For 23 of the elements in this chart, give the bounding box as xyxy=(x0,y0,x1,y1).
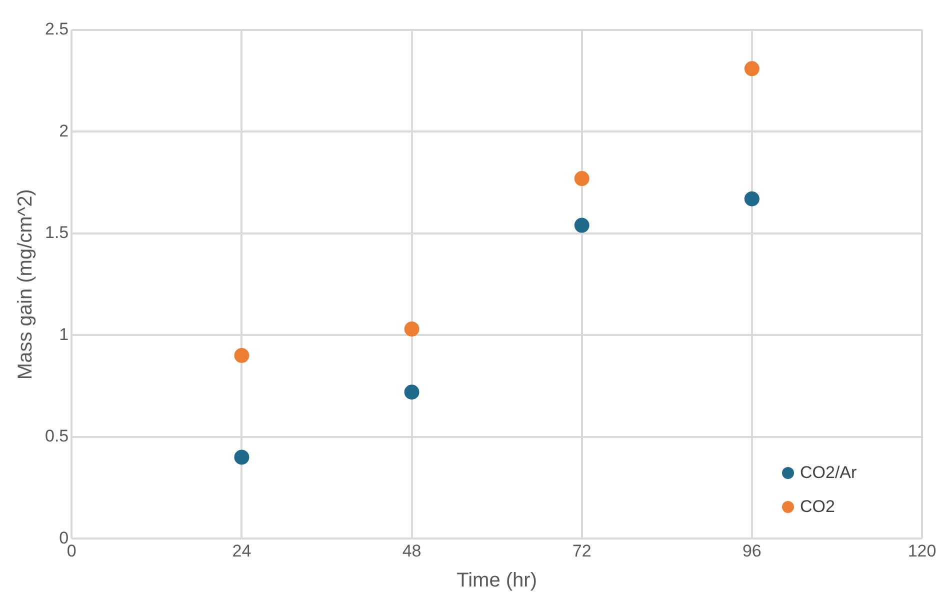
point xyxy=(234,348,250,364)
point xyxy=(744,191,760,206)
y-axis-title: Mass gain (mg/cm^2) xyxy=(14,189,37,380)
y-tick-label: 1.5 xyxy=(44,223,69,242)
x-axis-title: Time (hr) xyxy=(456,570,538,592)
x-tick-label: 24 xyxy=(232,541,252,560)
point xyxy=(404,322,420,337)
y-tick-label: 0 xyxy=(59,528,69,548)
legend-label: CO2/Ar xyxy=(800,462,857,483)
point xyxy=(234,450,250,465)
point xyxy=(574,218,590,233)
point xyxy=(744,61,760,76)
x-tick-label: 48 xyxy=(402,541,422,560)
y-tick-label: 0.5 xyxy=(44,426,69,446)
y-tick-label: 2 xyxy=(59,121,69,140)
x-tick-label: 72 xyxy=(572,541,592,560)
x-tick-label: 120 xyxy=(908,541,936,560)
x-tick-label: 96 xyxy=(742,541,762,560)
y-tick-label: 1 xyxy=(59,324,69,344)
y-tick-label: 2.5 xyxy=(44,20,69,39)
point xyxy=(404,384,420,400)
point xyxy=(574,171,590,186)
legend-label: CO2 xyxy=(800,496,835,517)
